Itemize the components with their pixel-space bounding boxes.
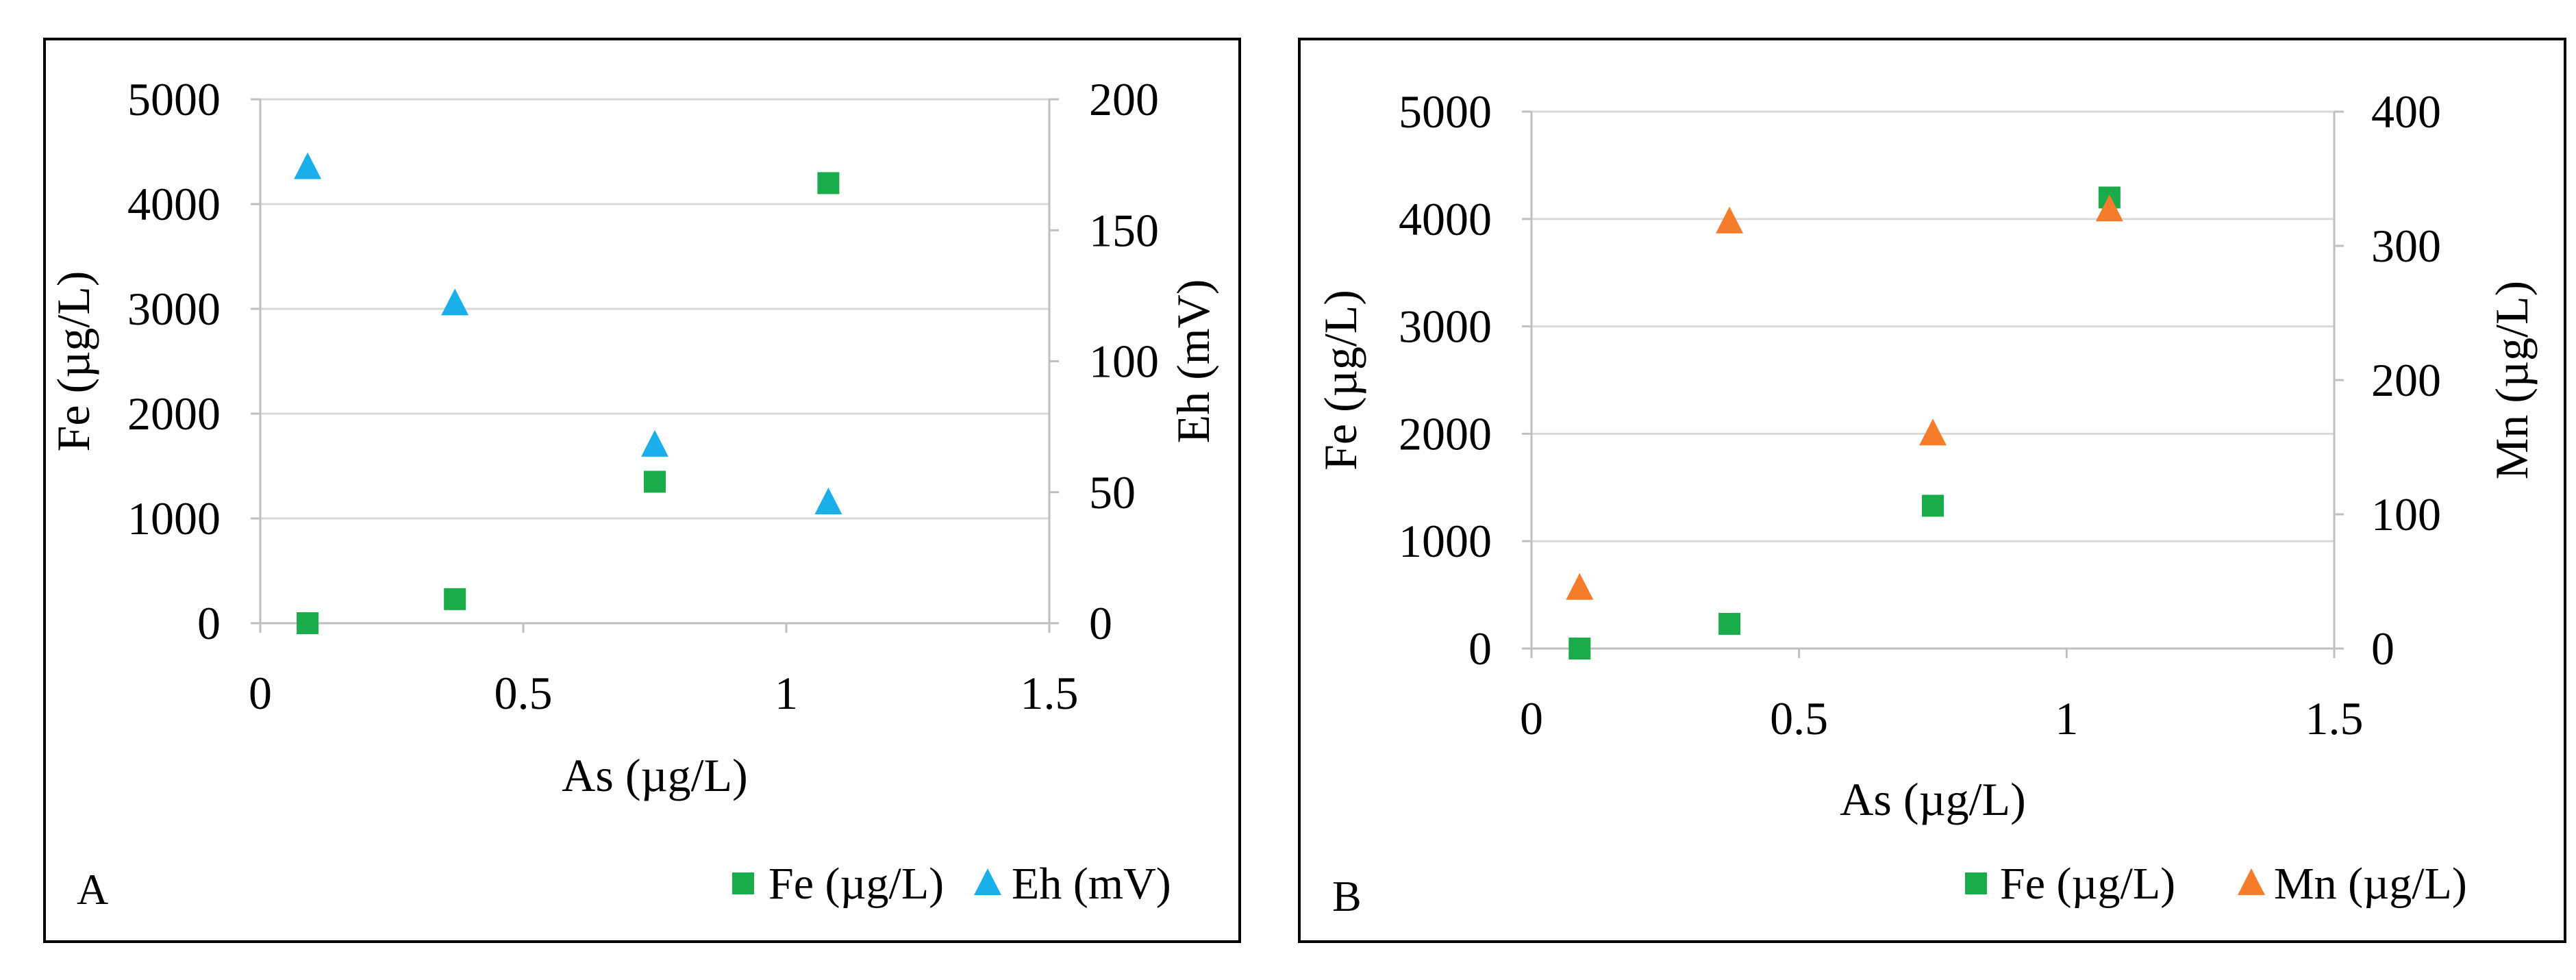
eh-data-point [641, 429, 668, 457]
x-tick-label: 0.5 [495, 667, 553, 719]
panel-letter: B [1332, 872, 1362, 920]
eh-data-point [294, 152, 322, 179]
y-right-tick-label: 400 [2371, 86, 2441, 138]
mn-data-point [1566, 573, 1594, 600]
y-right-tick-label: 50 [1089, 466, 1136, 518]
fe-data-point [1718, 612, 1741, 635]
y-left-tick-label: 5000 [127, 73, 221, 125]
legend-fe-marker [1965, 872, 1987, 894]
x-axis-title: As (µg/L) [562, 749, 747, 801]
legend-fe-label: Fe (µg/L) [768, 859, 944, 909]
eh-data-point [814, 488, 842, 515]
y-left-tick-label: 4000 [127, 178, 221, 230]
fe-data-point [297, 612, 319, 634]
x-tick-label: 1 [775, 667, 798, 719]
eh-data-point [441, 288, 469, 316]
y-right-tick-label: 0 [1089, 597, 1112, 649]
y-right-tick-label: 300 [2371, 220, 2441, 272]
y-right-tick-label: 100 [1089, 336, 1159, 388]
y-left-tick-label: 5000 [1399, 86, 1492, 138]
y-left-tick-label: 2000 [1399, 407, 1492, 460]
y-left-tick-label: 2000 [127, 388, 221, 440]
y-left-tick-label: 1000 [1399, 515, 1492, 567]
x-tick-label: 1.5 [1021, 667, 1079, 719]
x-axis-title: As (µg/L) [1840, 773, 2025, 825]
fe-data-point [444, 588, 466, 610]
legend-fe-marker [732, 872, 754, 894]
y-right-axis-title: Mn (µg/L) [2486, 281, 2538, 479]
y-left-tick-label: 1000 [127, 492, 221, 544]
x-tick-label: 0 [249, 667, 272, 719]
mn-data-point [2095, 194, 2123, 222]
y-left-tick-label: 0 [197, 597, 221, 649]
panel-letter: A [77, 865, 108, 914]
y-left-tick-label: 0 [1468, 623, 1492, 675]
fe-data-point [644, 470, 666, 493]
y-left-axis-title: Fe (µg/L) [1314, 290, 1366, 470]
y-left-tick-label: 4000 [1399, 193, 1492, 245]
x-tick-label: 0.5 [1770, 692, 1828, 744]
fe-data-point [1568, 638, 1591, 659]
x-tick-label: 1 [2055, 692, 2078, 744]
y-left-tick-label: 3000 [1399, 301, 1492, 353]
y-right-tick-label: 0 [2371, 623, 2394, 675]
legend-eh-marker [974, 868, 1001, 895]
panel-border [1298, 38, 2566, 943]
y-right-tick-label: 200 [2371, 354, 2441, 406]
y-left-axis-title: Fe (µg/L) [47, 271, 99, 452]
fe-data-point [817, 172, 840, 194]
x-tick-label: 0 [1520, 692, 1543, 744]
fe-data-point [1922, 494, 1944, 517]
legend-fe-label: Fe (µg/L) [2000, 859, 2175, 909]
y-right-axis-title: Eh (mV) [1167, 279, 1219, 444]
legend-mn-marker [2238, 868, 2265, 895]
mn-data-point [1919, 418, 1947, 446]
legend-eh-label: Eh (mV) [1012, 859, 1171, 909]
y-right-tick-label: 200 [1089, 73, 1159, 125]
y-right-tick-label: 100 [2371, 488, 2441, 540]
x-tick-label: 1.5 [2305, 692, 2364, 744]
panel-border [43, 38, 1241, 943]
y-left-tick-label: 3000 [127, 283, 221, 335]
y-right-tick-label: 150 [1089, 204, 1159, 256]
legend-mn-label: Mn (µg/L) [2274, 859, 2467, 909]
mn-data-point [1716, 206, 1744, 234]
